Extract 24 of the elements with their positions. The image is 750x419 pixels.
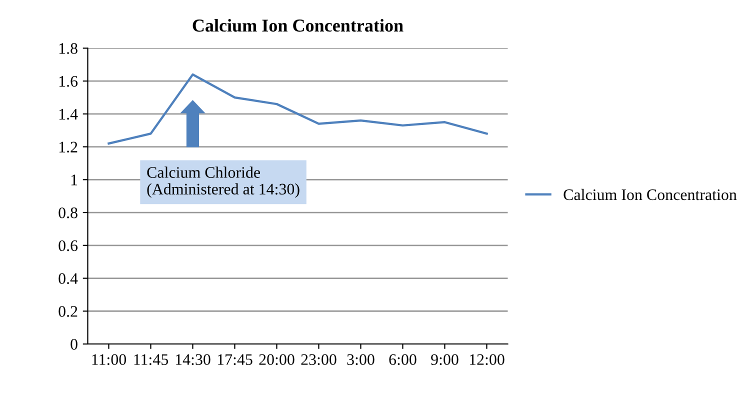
chart-title: Calcium Ion Concentration [192,18,404,32]
y-tick-label: 0.4 [58,273,78,284]
y-tick-label: 1 [71,174,78,186]
y-tick-label: 0.2 [58,306,78,317]
y-tick-label: 1.2 [59,142,78,153]
x-tick-label: 23:00 [301,354,336,366]
x-tick-label: 17:45 [218,354,252,366]
y-tick-label: 0.6 [58,240,78,252]
x-tick-label: 12:00 [470,354,504,366]
x-tick-label: 9:00 [431,354,458,366]
y-tick-label: 0.8 [58,207,78,218]
x-tick-label: 3:00 [347,354,374,366]
legend-label: Calcium Ion Concentration [564,188,737,200]
x-tick-label: 14:30 [176,354,210,366]
x-tick-label: 6:00 [389,354,416,366]
x-tick-label: 11:00 [92,354,126,366]
annotation: Calcium Chloride (Administered at 14:30) [147,166,300,198]
x-tick-label: 11:45 [134,354,168,366]
y-tick-label: 0 [70,338,78,350]
y-tick-label: 1.6 [59,76,78,87]
x-tick-label: 20:00 [259,354,294,366]
y-tick-label: 1.4 [59,108,78,120]
y-tick-label: 1.8 [59,43,78,54]
line-series [108,73,488,145]
